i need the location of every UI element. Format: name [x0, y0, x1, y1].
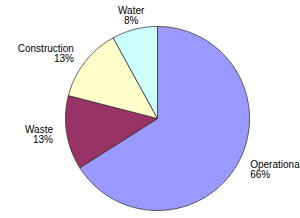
svg-text:Water8%: Water8%: [118, 5, 145, 26]
svg-text:Construction13%: Construction13%: [18, 43, 74, 64]
svg-text:Operational66%: Operational66%: [250, 159, 300, 180]
svg-text:Waste13%: Waste13%: [25, 124, 53, 145]
